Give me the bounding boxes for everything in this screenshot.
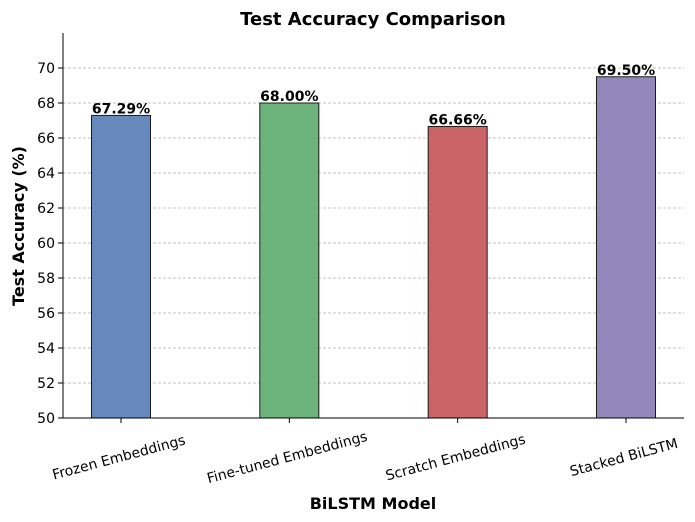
- bar-value-label: 68.00%: [260, 89, 318, 105]
- y-tick-label: 58: [37, 271, 55, 287]
- x-axis-label: BiLSTM Model: [310, 494, 437, 513]
- x-tick-label: Stacked BiLSTM: [568, 436, 679, 480]
- bar-value-label: 67.29%: [92, 101, 150, 117]
- y-tick-label: 60: [37, 236, 55, 252]
- bar: [259, 102, 320, 419]
- bar: [596, 76, 656, 419]
- y-tick-label: 68: [37, 96, 55, 112]
- y-tick-label: 56: [37, 306, 55, 322]
- x-tick-label: Fine-tuned Embeddings: [205, 429, 369, 487]
- y-tick-label: 54: [37, 341, 55, 357]
- axes: [62, 33, 684, 419]
- gridlines: [63, 67, 684, 384]
- y-tick-label: 52: [37, 376, 55, 392]
- bars: [91, 76, 656, 419]
- bar: [427, 125, 488, 419]
- y-tick-label: 50: [37, 411, 55, 427]
- x-tick-label: Frozen Embeddings: [51, 433, 188, 484]
- bar: [91, 114, 151, 419]
- y-tick-label: 64: [37, 166, 55, 182]
- x-tick-label: Scratch Embeddings: [384, 432, 527, 485]
- x-ticks: Frozen Embeddings Fine-tuned Embeddings Sc…: [51, 418, 680, 487]
- value-labels: 67.29% 68.00% 66.66% 69.50%: [92, 63, 655, 129]
- y-tick-label: 70: [37, 61, 55, 77]
- bar-value-label: 66.66%: [429, 112, 487, 128]
- y-ticks: 50 52 54 56 58 60 62 64 66 68 70: [37, 61, 63, 427]
- chart-title: Test Accuracy Comparison: [240, 9, 506, 30]
- bar-value-label: 69.50%: [597, 63, 655, 79]
- y-axis-label: Test Accuracy (%): [9, 146, 28, 306]
- y-tick-label: 62: [37, 201, 55, 217]
- y-tick-label: 66: [37, 131, 55, 147]
